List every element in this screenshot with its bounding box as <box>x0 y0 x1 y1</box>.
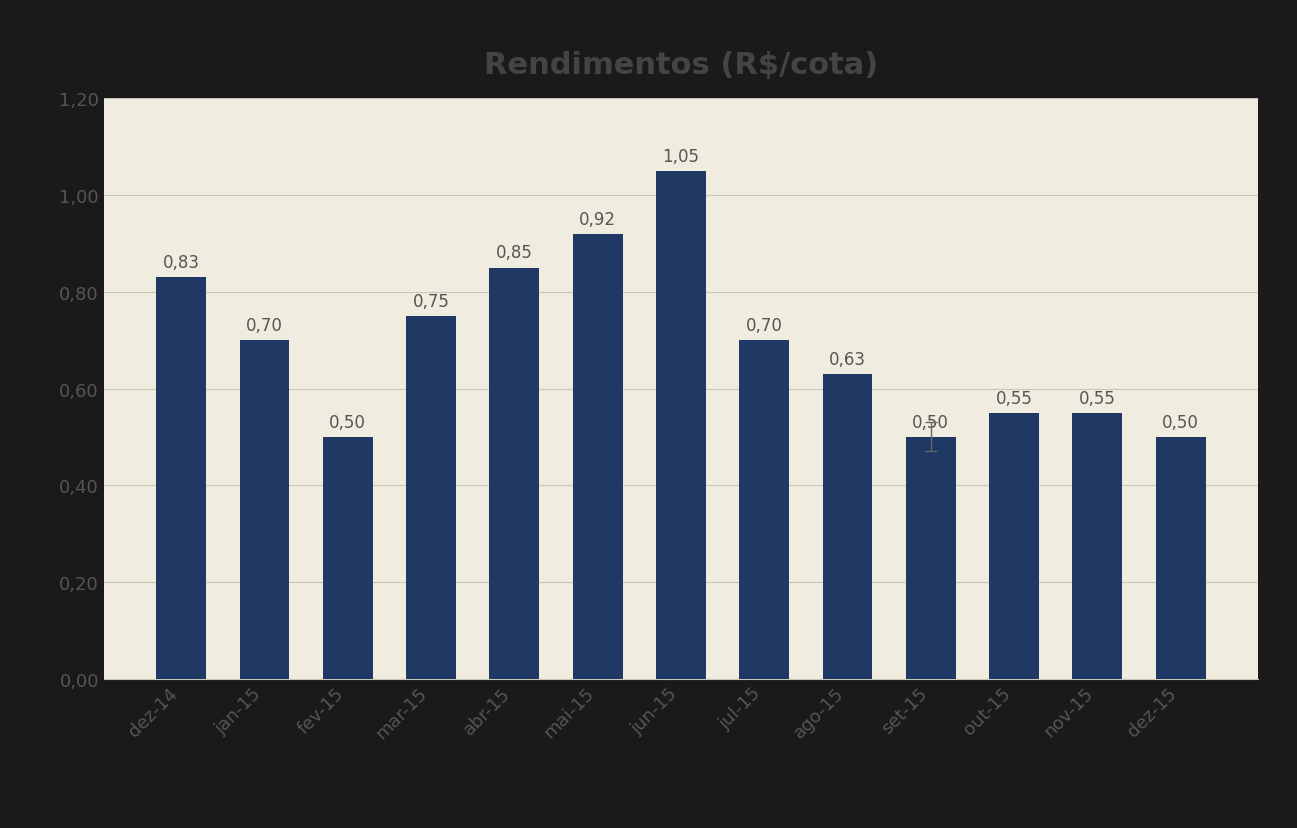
Text: 1,05: 1,05 <box>663 147 699 166</box>
Text: 0,92: 0,92 <box>580 210 616 229</box>
Text: 0,85: 0,85 <box>495 244 533 262</box>
Bar <box>1156 437 1206 679</box>
Text: 0,75: 0,75 <box>412 292 450 310</box>
Text: 0,50: 0,50 <box>912 413 949 431</box>
Bar <box>489 268 540 679</box>
Bar <box>240 341 289 679</box>
Text: 0,83: 0,83 <box>162 254 200 272</box>
Text: 0,50: 0,50 <box>329 413 366 431</box>
Bar <box>739 341 789 679</box>
Text: 0,55: 0,55 <box>1079 389 1115 407</box>
Text: 0,70: 0,70 <box>746 316 782 335</box>
Bar <box>1073 413 1122 679</box>
Text: 0,63: 0,63 <box>829 350 866 368</box>
Title: Rendimentos (R$/cota): Rendimentos (R$/cota) <box>484 51 878 80</box>
Bar <box>406 317 457 679</box>
Bar <box>156 278 206 679</box>
Bar <box>656 172 706 679</box>
Bar <box>990 413 1039 679</box>
Bar <box>573 234 623 679</box>
Text: 0,50: 0,50 <box>1162 413 1198 431</box>
Text: 0,55: 0,55 <box>996 389 1032 407</box>
Bar <box>822 374 873 679</box>
Bar <box>323 437 372 679</box>
Bar <box>905 437 956 679</box>
Text: 0,70: 0,70 <box>246 316 283 335</box>
